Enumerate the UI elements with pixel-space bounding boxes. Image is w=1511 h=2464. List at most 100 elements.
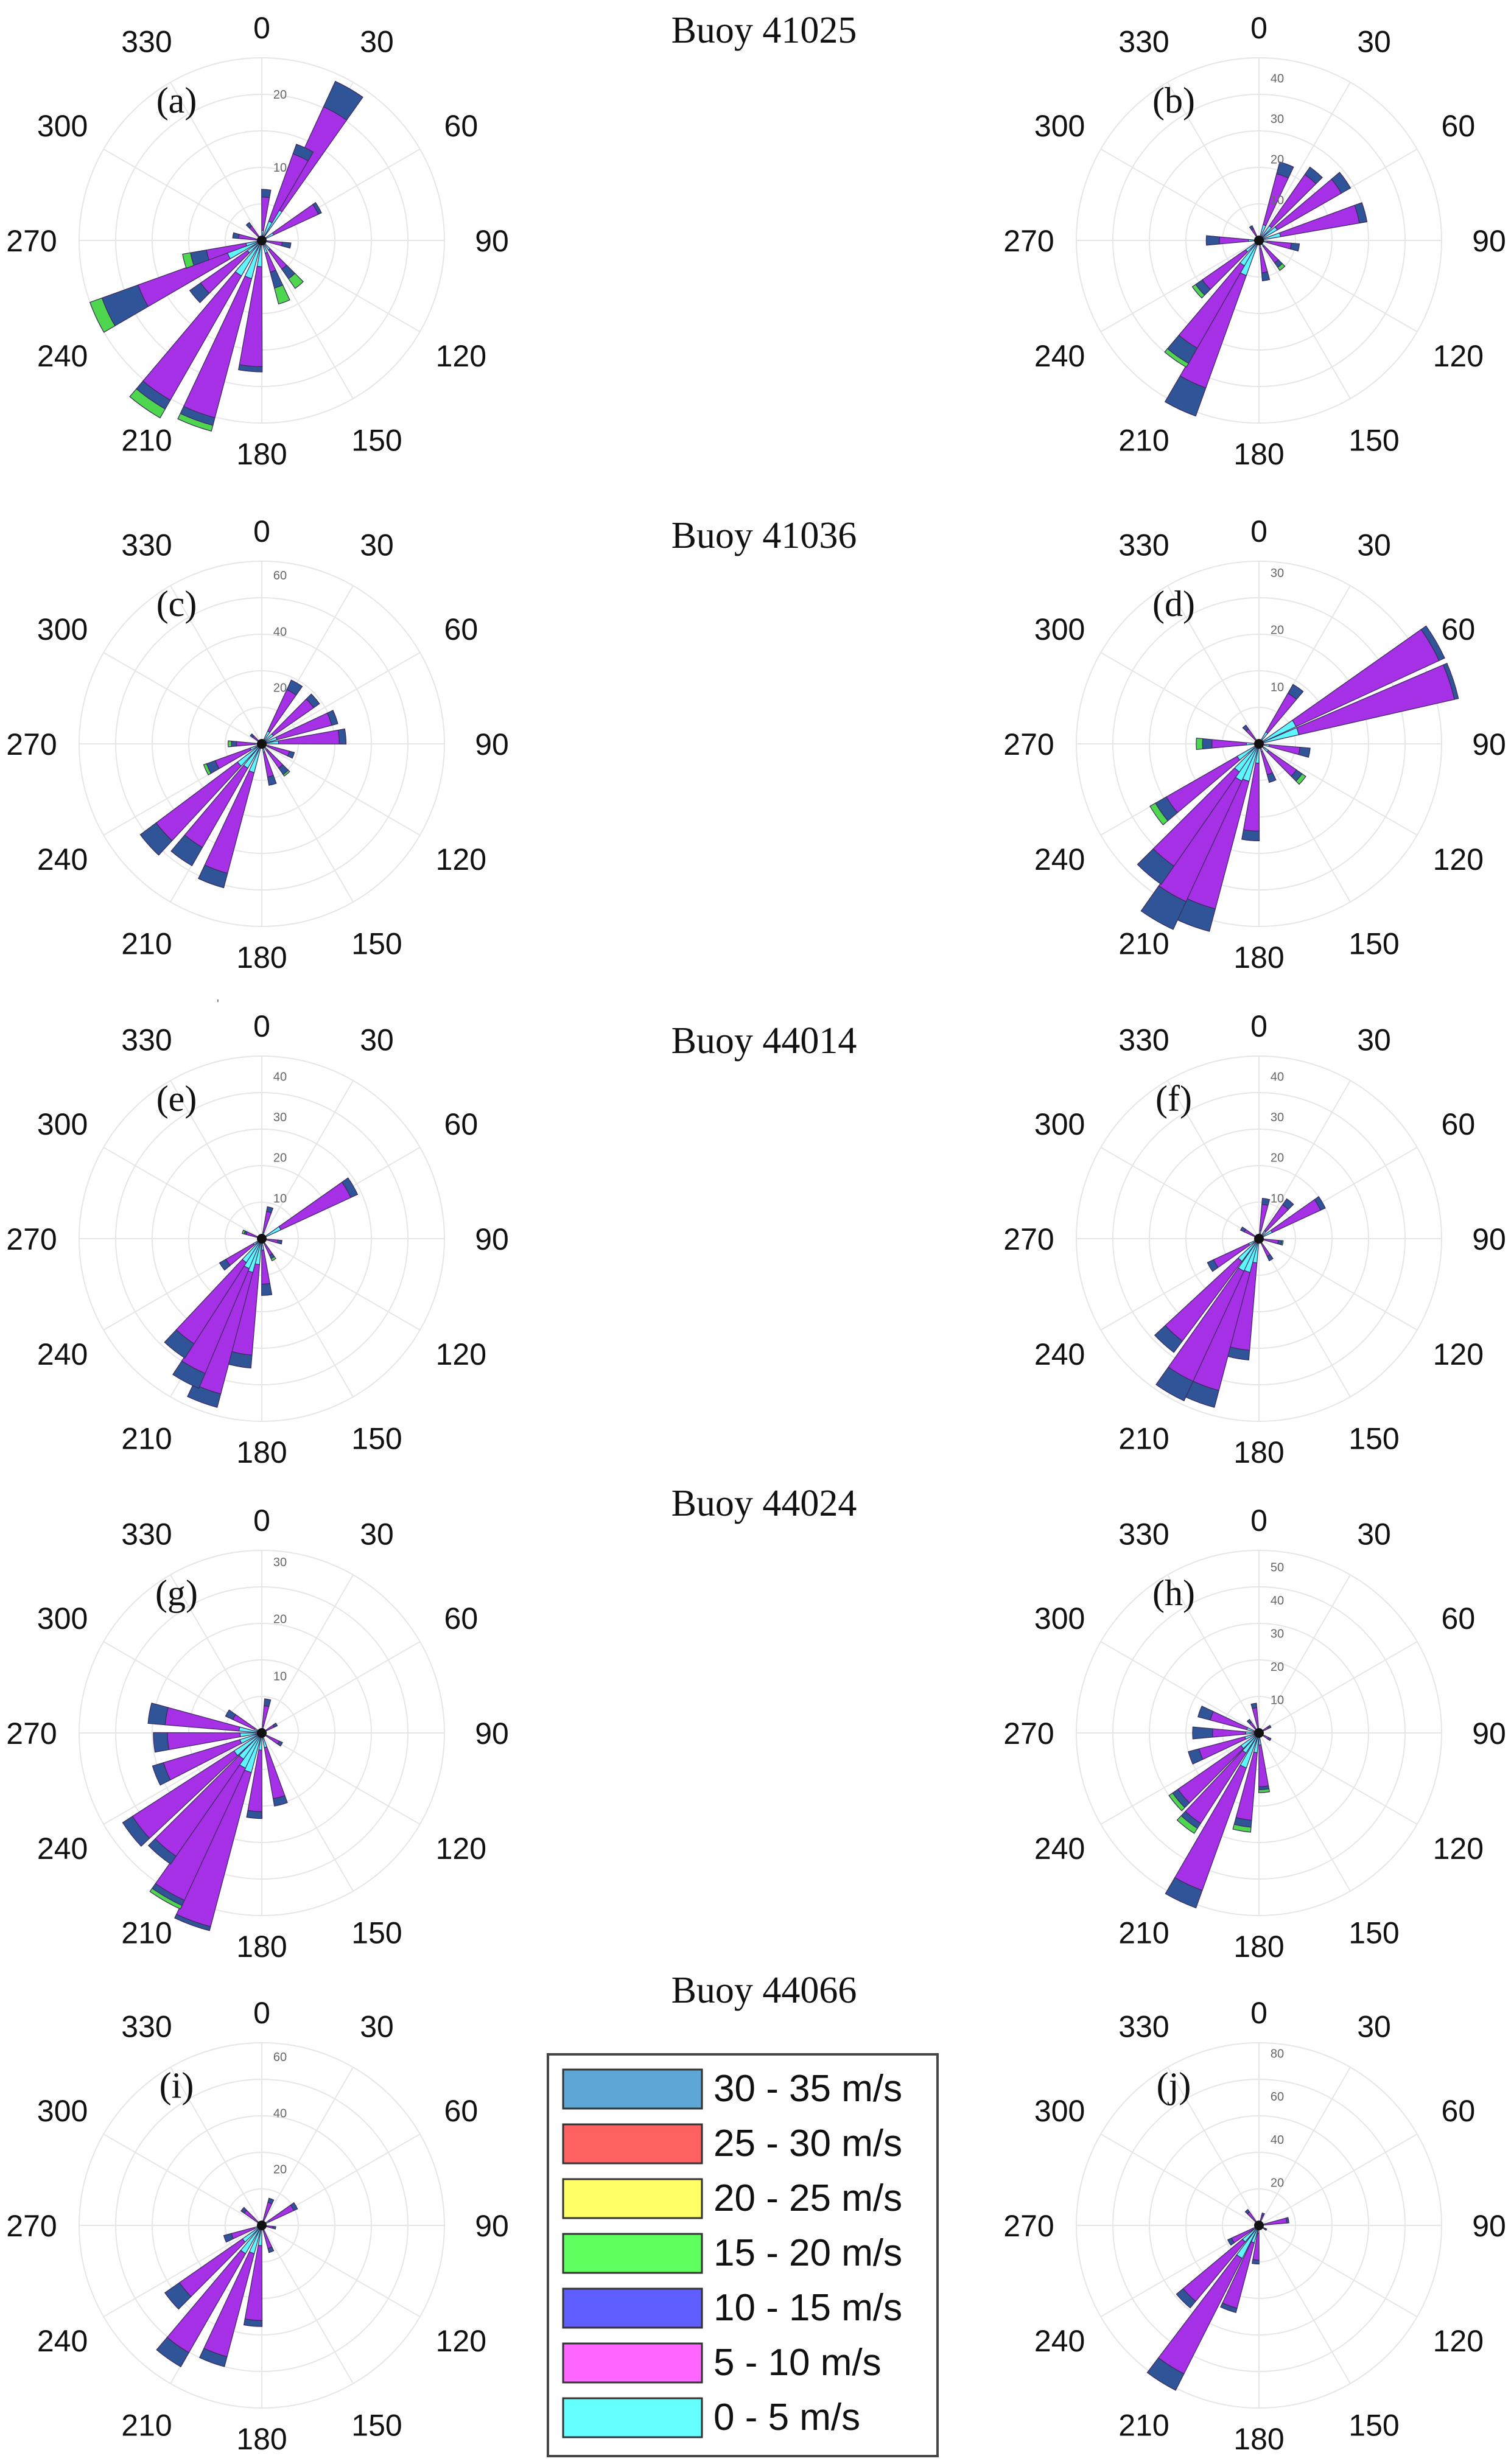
buoy-title-41036: Buoy 41036: [671, 515, 857, 556]
direction-bar-60: [261, 1177, 359, 1239]
angle-label: 90: [1472, 2209, 1506, 2243]
angle-label: 60: [1442, 2094, 1476, 2128]
direction-bar-5: [261, 189, 272, 241]
radial-tick-label: 30: [1271, 567, 1284, 580]
angle-label: 30: [360, 1023, 394, 1057]
angle-label: 120: [1433, 1832, 1484, 1866]
angle-label: 30: [1357, 25, 1391, 59]
angle-label: 330: [121, 1023, 172, 1057]
bar-segment: [267, 2197, 275, 2205]
wind-rose-h: 10 20 30 40 50 0 30 60 90 120 150 180 210 240 270 300 33…: [1003, 1503, 1506, 1964]
center-marker: [1254, 739, 1264, 749]
direction-bar-175: [261, 1238, 273, 1296]
bar-segment: [1314, 1195, 1326, 1211]
radial-tick-label: 10: [1271, 1693, 1284, 1707]
angle-label: 0: [1250, 1503, 1267, 1538]
angle-label: 90: [475, 1222, 509, 1256]
angle-label: 330: [121, 528, 172, 562]
bar-segment: [1149, 802, 1169, 825]
legend-swatch: [562, 2068, 703, 2110]
radial-tick-label: 30: [273, 1556, 287, 1569]
angle-label: 60: [1442, 1107, 1476, 1141]
wind-rose-e: 10 20 30 40 0 30 60 90 120 150 180 210 240 270 300 330 (…: [6, 1009, 509, 1469]
direction-bar-75: [1258, 202, 1368, 241]
angle-label: 150: [1348, 926, 1399, 961]
angle-label: 300: [1034, 612, 1085, 646]
angle-label: 330: [1118, 1023, 1169, 1057]
bar-segment: [1261, 271, 1271, 282]
bar-segment: [1146, 2357, 1185, 2391]
angle-label: 300: [37, 1107, 88, 1141]
bar-segment: [147, 1703, 169, 1726]
grid-spoke: [1258, 2133, 1418, 2226]
angle-label: 240: [37, 1337, 88, 1371]
direction-bar-232: [122, 1732, 262, 1847]
angle-label: 240: [1034, 1832, 1085, 1866]
angle-label: 0: [253, 11, 270, 45]
radial-tick-label: 20: [1271, 1661, 1284, 1674]
bar-segment: [228, 740, 233, 747]
grid-spoke: [1258, 1732, 1351, 1892]
legend-swatch: [562, 2287, 703, 2329]
radial-tick-label: 20: [1271, 153, 1284, 167]
radial-tick-label: 20: [273, 1152, 287, 1165]
angle-label: 300: [1034, 1601, 1085, 1636]
angle-label: 180: [236, 1930, 287, 1964]
angle-label: 180: [1233, 2422, 1284, 2456]
grid-spoke: [170, 2067, 262, 2226]
radial-tick-label: 30: [1271, 113, 1284, 126]
angle-label: 0: [253, 1009, 270, 1043]
bar-segment: [1242, 724, 1249, 732]
angle-label: 270: [1003, 2209, 1054, 2243]
angle-label: 240: [37, 2324, 88, 2358]
bar-segment: [1277, 263, 1286, 271]
direction-bar-175: [1258, 1732, 1271, 1793]
angle-label: 240: [1034, 842, 1085, 877]
bar-segment: [287, 273, 304, 289]
grid-spoke: [1100, 2133, 1260, 2226]
angle-label: 30: [1357, 1517, 1391, 1552]
legend-swatch: [562, 2233, 703, 2274]
grid-spoke: [103, 1147, 262, 1239]
angle-label: 210: [121, 926, 172, 961]
wind-rose-f: 10 20 30 40 0 30 60 90 120 150 180 210 240 270 300 330 (…: [1003, 1009, 1506, 1469]
bar-segment: [139, 822, 173, 856]
bar-segment: [270, 1256, 276, 1262]
buoy-title-41025: Buoy 41025: [671, 10, 857, 51]
bar-segment: [1157, 2254, 1243, 2375]
bar-segment: [1287, 684, 1304, 700]
bar-segment: [323, 80, 363, 121]
angle-label: 30: [1357, 1023, 1391, 1057]
bar-segment: [341, 1177, 359, 1199]
bar-segment: [267, 2246, 275, 2253]
bar-segment: [156, 2337, 190, 2368]
angle-label: 0: [253, 1503, 270, 1538]
angle-label: 30: [360, 25, 394, 59]
center-marker: [257, 739, 267, 749]
direction-bar-245: [203, 743, 262, 775]
grid-spoke: [1167, 585, 1260, 744]
panel-label: (d): [1152, 584, 1195, 624]
bar-segment: [1258, 1788, 1271, 1793]
angle-label: 30: [360, 2010, 394, 2044]
grid-spoke: [103, 149, 262, 241]
bar-segment: [1267, 1737, 1272, 1741]
panel-label: (g): [155, 1573, 198, 1613]
legend-label: 5 - 10 m/s: [713, 2342, 882, 2384]
direction-bar-210: [1155, 1238, 1260, 1402]
bar-segment: [272, 1722, 278, 1728]
legend-label: 25 - 30 m/s: [713, 2123, 902, 2165]
bar-segment: [1261, 1197, 1271, 1206]
bar-segment: [1207, 1259, 1219, 1272]
bar-segment: [1244, 2209, 1250, 2214]
angle-label: 210: [1118, 926, 1169, 961]
stray-mark: ': [217, 998, 219, 1011]
bar-segment: [273, 284, 290, 305]
grid-spoke: [170, 82, 262, 241]
angle-label: 60: [444, 2094, 479, 2128]
panel-label: (j): [1157, 2065, 1191, 2105]
direction-bar-185: [238, 240, 263, 373]
